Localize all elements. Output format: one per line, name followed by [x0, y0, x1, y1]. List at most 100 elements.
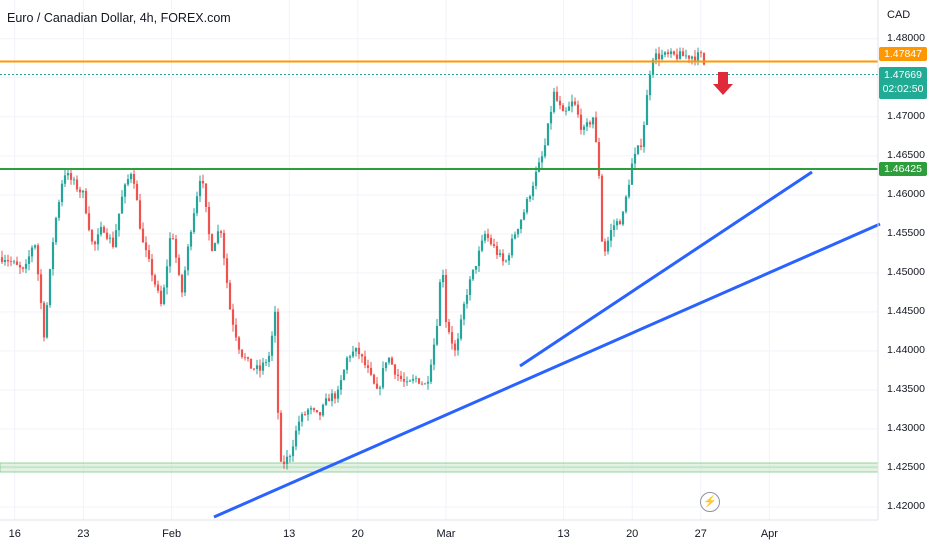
candle-body — [600, 175, 604, 242]
candle-body — [498, 253, 502, 255]
candle-body — [126, 179, 130, 185]
candle-body — [150, 259, 154, 276]
trendline-short[interactable] — [519, 170, 813, 368]
candle-body — [141, 228, 145, 243]
candle-body — [168, 238, 172, 267]
candle-body — [354, 347, 358, 352]
candle-body — [579, 114, 583, 130]
candle-body — [384, 362, 388, 369]
candle-body — [6, 259, 10, 262]
candle-body — [495, 245, 499, 255]
grid-lines — [0, 0, 878, 520]
candle-body — [537, 162, 541, 172]
candle-body — [189, 231, 193, 247]
price-tick-label: 1.46500 — [887, 148, 925, 161]
candle-body — [120, 196, 124, 214]
candle-body — [333, 393, 337, 399]
candle-body — [267, 355, 271, 362]
candle-body — [426, 381, 430, 384]
candle-body — [195, 196, 199, 214]
candle-body — [684, 55, 688, 57]
candle-body — [102, 227, 106, 233]
candle-body — [546, 123, 550, 146]
candle-body — [210, 234, 214, 251]
candle-body — [192, 213, 196, 232]
candle-body — [507, 255, 511, 261]
countdown-timer: 02:02:50 — [882, 83, 924, 95]
candle-body — [99, 227, 103, 235]
candle-body — [93, 241, 97, 245]
candle-body — [144, 242, 148, 251]
candle-body — [84, 190, 88, 214]
price-tick-label: 1.45000 — [887, 265, 925, 278]
candle-body — [429, 364, 433, 382]
candle-body — [297, 421, 301, 431]
candle-body — [306, 409, 310, 415]
candle-body — [42, 302, 46, 338]
candle-body — [471, 269, 475, 280]
candle-body — [639, 145, 643, 147]
candle-body — [30, 247, 34, 257]
candle-body — [612, 225, 616, 231]
chart-title: Euro / Canadian Dollar, 4h, FOREX.com — [7, 11, 231, 25]
candle-body — [255, 365, 259, 369]
candle-body — [441, 274, 445, 283]
candle-body — [633, 153, 637, 164]
candle-body — [51, 242, 55, 270]
candle-body — [456, 338, 460, 351]
candle-body — [570, 101, 574, 107]
candle-body — [270, 335, 274, 356]
candle-body — [450, 332, 454, 344]
candle-body — [423, 383, 427, 385]
support-price-badge: 1.46425 — [879, 162, 927, 176]
time-tick-label: 13 — [283, 528, 296, 540]
candle-body — [522, 212, 526, 220]
candle-body — [378, 387, 382, 389]
candle-body — [603, 241, 607, 252]
trendline-long[interactable] — [213, 222, 881, 519]
candle-body — [237, 337, 241, 350]
candle-body — [183, 270, 187, 293]
candle-body — [327, 398, 331, 402]
candle-body — [36, 245, 40, 275]
candle-body — [216, 231, 220, 244]
resistance-price-badge: 1.47847 — [879, 47, 927, 61]
candle-body — [72, 179, 76, 181]
candle-body — [483, 233, 487, 241]
time-tick-label: Feb — [162, 528, 182, 540]
candle-body — [654, 53, 658, 60]
price-tick-label: 1.47000 — [887, 109, 925, 122]
candle-body — [231, 309, 235, 325]
candle-body — [114, 230, 118, 247]
candle-body — [33, 245, 37, 248]
candle-body — [117, 213, 121, 231]
candle-body — [528, 196, 532, 199]
candle-body — [9, 261, 13, 263]
candle-body — [48, 269, 52, 306]
candle-body — [366, 365, 370, 368]
candle-body — [228, 282, 232, 310]
candle-body — [249, 358, 253, 369]
candle-body — [465, 294, 469, 304]
candle-body — [21, 267, 25, 269]
candle-body — [453, 343, 457, 351]
candle-body — [573, 101, 577, 105]
candle-body — [477, 250, 481, 267]
candle-body — [3, 259, 7, 262]
candle-body — [609, 230, 613, 241]
candle-body — [627, 184, 631, 197]
candle-body — [204, 183, 208, 207]
candle-body — [372, 374, 376, 384]
price-tick-label: 1.45500 — [887, 226, 925, 239]
candle-body — [417, 378, 421, 384]
candle-body — [135, 183, 139, 201]
candle-body — [402, 379, 406, 382]
time-tick-label: 20 — [626, 528, 639, 540]
candle-body — [381, 368, 385, 388]
lightning-icon[interactable]: ⚡ — [700, 492, 720, 512]
candle-body — [468, 279, 472, 295]
candle-body — [132, 174, 136, 184]
candle-body — [693, 56, 697, 61]
candle-body — [588, 122, 592, 125]
